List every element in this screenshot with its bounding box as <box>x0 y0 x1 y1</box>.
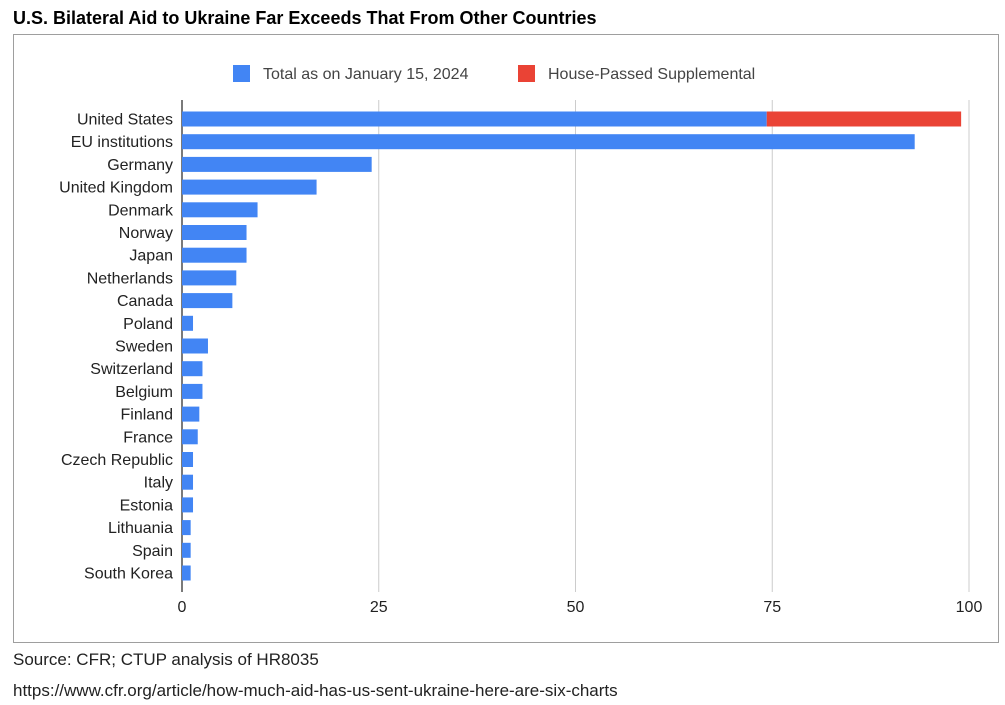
category-label: Lithuania <box>108 520 173 537</box>
x-tick-label: 25 <box>370 599 388 616</box>
bar-total <box>182 542 191 558</box>
category-label: France <box>123 429 173 446</box>
x-tick-label: 50 <box>567 599 585 616</box>
category-label: South Korea <box>84 566 173 583</box>
bar-total <box>182 134 915 150</box>
category-label: United States <box>77 112 173 129</box>
category-label: EU institutions <box>71 134 173 151</box>
bar-total <box>182 406 200 422</box>
category-label: Czech Republic <box>61 452 173 469</box>
category-label: Netherlands <box>87 270 173 287</box>
category-label: Japan <box>129 248 173 265</box>
bar-total <box>182 156 372 172</box>
category-label: Sweden <box>115 339 173 356</box>
gridlines <box>181 100 970 592</box>
bar-total <box>182 520 191 536</box>
category-label: Belgium <box>115 384 173 401</box>
bar-total <box>182 111 767 127</box>
x-tick-label: 100 <box>956 599 983 616</box>
legend-label: House-Passed Supplemental <box>548 66 755 83</box>
category-label: Spain <box>132 543 173 560</box>
category-label: Poland <box>123 316 173 333</box>
bar-total <box>182 225 247 240</box>
bar-total <box>182 315 194 331</box>
bar-total <box>182 565 191 581</box>
category-label: United Kingdom <box>59 180 173 197</box>
category-label: Switzerland <box>90 361 173 378</box>
category-label: Italy <box>144 475 173 492</box>
bars <box>182 111 962 581</box>
chart-title: U.S. Bilateral Aid to Ukraine Far Exceed… <box>13 8 597 28</box>
bar-total <box>182 361 203 377</box>
legend-label: Total as on January 15, 2024 <box>263 66 469 83</box>
x-tick-label: 0 <box>178 599 187 616</box>
bar-total <box>182 179 317 195</box>
category-label: Finland <box>121 407 173 424</box>
bar-chart: United States EU institutions Germany Unite… <box>59 65 983 616</box>
category-labels: United States EU institutions Germany Unite… <box>59 112 174 583</box>
bar-total <box>182 270 237 286</box>
legend-swatch <box>518 65 535 82</box>
bar-total <box>182 383 203 399</box>
bar-total <box>182 338 208 354</box>
legend: Total as on January 15, 2024 House-Passed… <box>233 65 755 83</box>
bar-total <box>182 293 233 309</box>
category-label: Denmark <box>108 202 174 219</box>
bar-total <box>182 429 198 445</box>
source-note: Source: CFR; CTUP analysis of HR8035 <box>13 650 319 669</box>
category-label: Germany <box>107 157 173 174</box>
x-tick-label: 75 <box>763 599 781 616</box>
legend-swatch <box>233 65 250 82</box>
category-label: Norway <box>119 225 173 242</box>
category-label: Estonia <box>120 497 173 514</box>
bar-total <box>182 452 194 467</box>
category-label: Canada <box>117 293 173 310</box>
source-url: https://www.cfr.org/article/how-much-aid… <box>13 681 618 700</box>
bar-total <box>182 474 194 490</box>
bar-total <box>182 497 194 513</box>
bar-total <box>182 247 247 263</box>
chart-frame: United States EU institutions Germany Unite… <box>13 34 999 643</box>
bar-total <box>182 202 258 218</box>
x-axis-ticks: 0 25 50 75 100 <box>178 599 983 616</box>
bar-supplemental <box>766 111 962 127</box>
